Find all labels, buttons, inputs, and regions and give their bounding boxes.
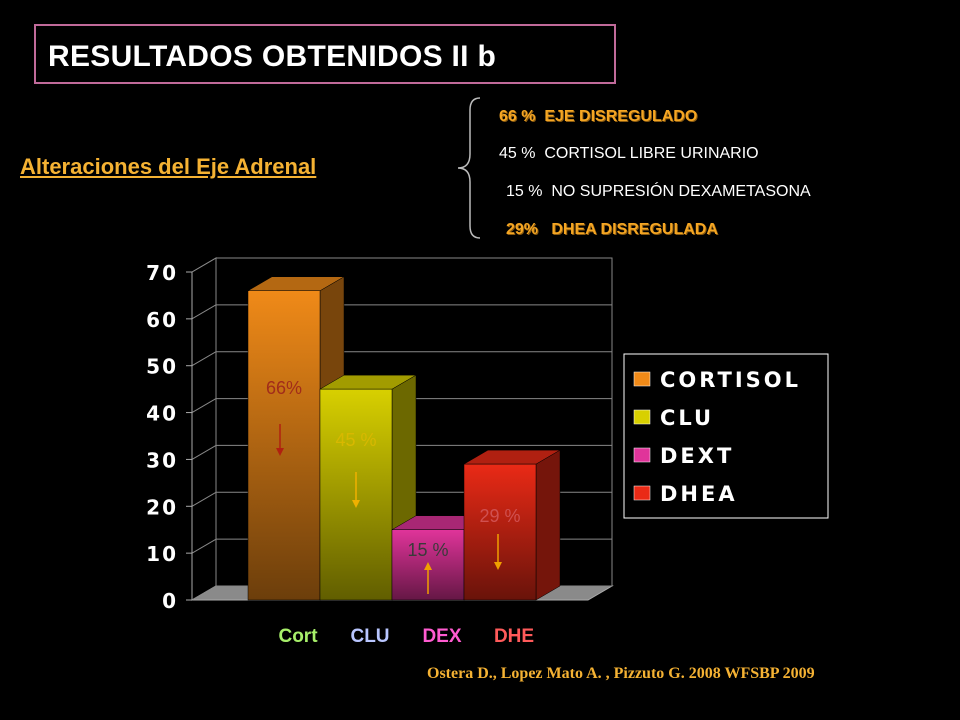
arrow-head-icon	[352, 500, 360, 508]
bar-cortisol	[247, 290, 321, 601]
legend-label: DHEA	[660, 482, 738, 506]
y-tick-label: 60	[146, 308, 178, 332]
gridline-side	[191, 444, 217, 460]
citation: Ostera D., Lopez Mato A. , Pizzuto G. 20…	[427, 665, 815, 682]
stat-line-cortisol: 45 % CORTISOL LIBRE URINARIO	[499, 145, 759, 162]
bar-side-dhea	[535, 449, 561, 601]
legend-swatch	[633, 447, 651, 463]
x-category-label: DEX	[422, 626, 461, 647]
y-tick-label: 0	[162, 589, 178, 613]
y-tick-label: 50	[146, 355, 178, 379]
gridline-side	[191, 351, 217, 367]
y-tick-label: 30	[146, 448, 178, 472]
data-label-clu: 45 %	[335, 430, 376, 450]
y-tick-label: 70	[146, 261, 178, 285]
arrow-head-icon	[494, 562, 502, 570]
legend-swatch	[633, 485, 651, 501]
gridline-side	[191, 398, 217, 414]
y-tick-label: 20	[146, 495, 178, 519]
data-label-cortisol: 66%	[266, 378, 302, 398]
gridline-side	[191, 585, 217, 601]
slide-title: RESULTADOS OBTENIDOS II b	[48, 40, 497, 73]
arrow-head-icon	[424, 562, 432, 570]
chart-subtitle: Alteraciones del Eje Adrenal	[20, 154, 317, 179]
gridline-side	[191, 257, 217, 273]
gridline-side	[191, 491, 217, 507]
stat-line-dexametasona: 15 % NO SUPRESIÓN DEXAMETASONA	[506, 183, 811, 200]
legend-label: CLU	[660, 406, 714, 430]
chart-side-wall	[191, 257, 217, 601]
y-tick-label: 40	[146, 402, 178, 426]
gridline-side	[191, 304, 217, 320]
x-category-label: Cort	[278, 626, 318, 647]
curly-brace-icon	[457, 97, 481, 239]
y-tick-label: 10	[146, 542, 178, 566]
arrow-head-icon	[276, 448, 284, 456]
title-box: RESULTADOS OBTENIDOS II b	[34, 24, 616, 84]
legend-swatch	[633, 371, 651, 387]
x-category-label: CLU	[350, 626, 389, 647]
legend-swatch	[633, 409, 651, 425]
bar-dhea	[463, 463, 537, 601]
legend-label: DEXT	[660, 444, 734, 468]
stat-line-eje: 66 % EJE DISREGULADO	[499, 108, 698, 125]
data-label-dhea: 29 %	[479, 506, 520, 526]
gridline-side	[191, 538, 217, 554]
data-label-dext: 15 %	[407, 540, 448, 560]
x-category-label: DHE	[494, 626, 534, 647]
legend-label: CORTISOL	[660, 368, 801, 392]
stat-line-dhea: 29% DHEA DISREGULADA	[506, 221, 718, 238]
legend-box	[623, 353, 829, 519]
